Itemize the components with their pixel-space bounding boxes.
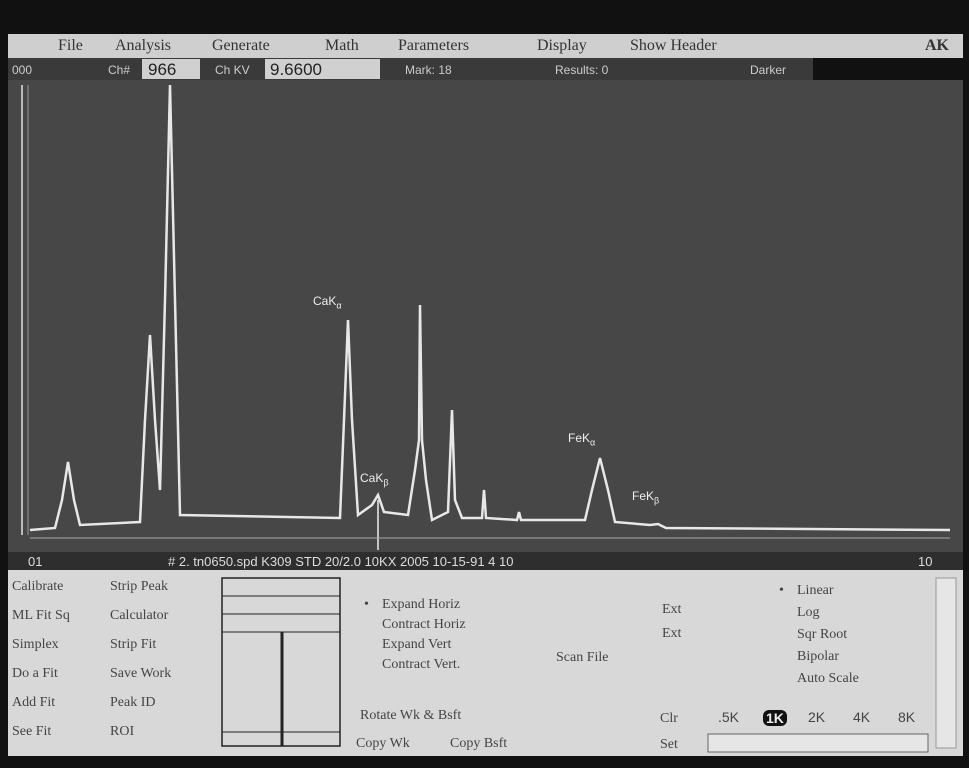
tool-button[interactable]: Calculator [110, 609, 168, 623]
menu-item[interactable]: Generate [212, 38, 270, 54]
peak-line: α [590, 437, 595, 447]
tool-button[interactable]: Do a Fit [12, 667, 58, 681]
menu-icon[interactable]: AK [925, 38, 949, 54]
scan-button[interactable]: Scan File [556, 651, 609, 665]
view-button[interactable]: Contract Horiz [382, 618, 466, 632]
range-button[interactable]: 4K [853, 710, 870, 724]
selected-bullet: • [779, 584, 784, 598]
tool-button[interactable]: Peak ID [110, 696, 156, 710]
menu-item[interactable]: File [58, 38, 83, 54]
set-button[interactable]: Set [660, 738, 678, 752]
tool-button[interactable]: Calibrate [12, 580, 63, 594]
selected-bullet: • [364, 598, 369, 612]
peak-label: CaKα [313, 295, 342, 310]
view-button[interactable]: Contract Vert. [382, 658, 460, 672]
status-ch-label: Ch# [108, 64, 130, 76]
menu-item[interactable]: Display [537, 38, 587, 54]
peak-element: CaK [360, 471, 383, 485]
tool-button[interactable]: Strip Peak [110, 580, 168, 594]
axis-end: 10 [918, 555, 932, 568]
spectrum-area [8, 80, 963, 552]
peak-line: β [383, 477, 388, 487]
view-button[interactable]: Expand Vert [382, 638, 451, 652]
range-button[interactable]: 8K [898, 710, 915, 724]
scale-mode[interactable]: Bipolar [797, 650, 839, 664]
status-darker: Darker [750, 64, 786, 76]
tool-button[interactable]: See Fit [12, 725, 51, 739]
peak-element: CaK [313, 294, 336, 308]
menu-item[interactable]: Parameters [398, 38, 469, 54]
file-info: # 2. tn0650.spd K309 STD 20/2.0 10KX 200… [168, 555, 513, 568]
peak-label: FeKβ [632, 490, 659, 505]
scale-mode[interactable]: Linear [797, 584, 834, 598]
rotate-button[interactable]: Rotate Wk & Bsft [360, 709, 461, 723]
status-mark: Mark: 18 [405, 64, 452, 76]
status-range: 000 [12, 64, 32, 76]
status-ch-value: 966 [148, 61, 176, 78]
menu-item[interactable]: Analysis [115, 38, 171, 54]
peak-label: CaKβ [360, 472, 389, 487]
peak-label: FeKα [568, 432, 595, 447]
status-kv-value: 9.6600 [270, 61, 322, 78]
peak-line: β [654, 495, 659, 505]
axis-start: 01 [28, 555, 42, 568]
tool-button[interactable]: Add Fit [12, 696, 55, 710]
screen: File Analysis Generate Math Parameters Displa… [0, 0, 969, 768]
scale-mode[interactable]: Auto Scale [797, 672, 859, 686]
peak-element: FeK [568, 431, 590, 445]
ext-button[interactable]: Ext [662, 603, 681, 617]
scroll-field[interactable] [708, 734, 928, 752]
status-results: Results: 0 [555, 64, 608, 76]
peak-element: FeK [632, 489, 654, 503]
copy-wk-button[interactable]: Copy Wk [356, 737, 410, 751]
tool-button[interactable]: ROI [110, 725, 134, 739]
range-button[interactable]: 2K [808, 710, 825, 724]
ext-button[interactable]: Ext [662, 627, 681, 641]
tool-button[interactable]: Save Work [110, 667, 171, 681]
tool-button[interactable]: Strip Fit [110, 638, 156, 652]
view-button[interactable]: Expand Horiz [382, 598, 460, 612]
menu-item[interactable]: Show Header [630, 38, 717, 54]
status-kv-label: Ch KV [215, 64, 250, 76]
tool-button[interactable]: Simplex [12, 638, 59, 652]
range-button[interactable]: 1K [763, 710, 787, 726]
clear-button[interactable]: Clr [660, 712, 678, 726]
range-button[interactable]: .5K [718, 710, 739, 724]
spectrum [8, 80, 963, 552]
spectrum-trace [30, 85, 950, 530]
menu-item[interactable]: Math [325, 38, 359, 54]
scale-mode[interactable]: Sqr Root [797, 628, 847, 642]
scale-mode[interactable]: Log [797, 606, 820, 620]
peak-line: α [336, 300, 341, 310]
tool-button[interactable]: ML Fit Sq [12, 609, 70, 623]
copy-bsft-button[interactable]: Copy Bsft [450, 737, 507, 751]
scrollbar[interactable] [936, 578, 956, 748]
